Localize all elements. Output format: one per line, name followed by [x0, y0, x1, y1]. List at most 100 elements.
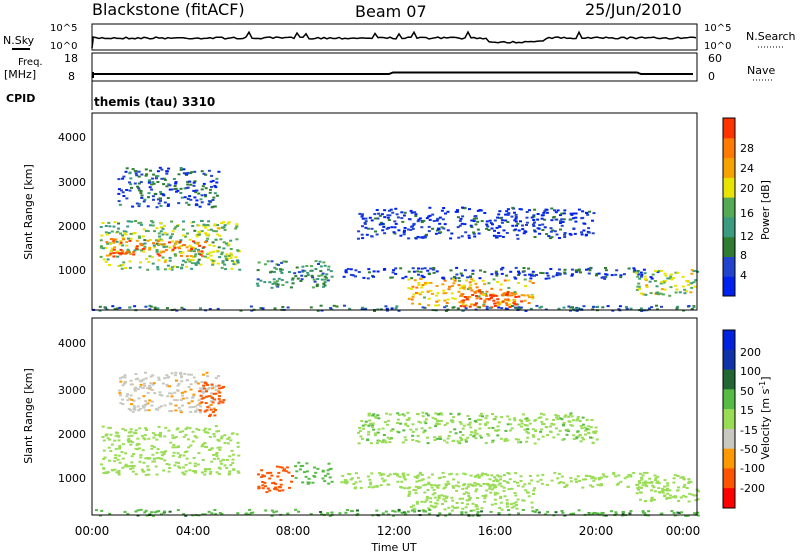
- vel-cell-r5: [589, 484, 593, 487]
- vel-cell-r7: [383, 439, 387, 442]
- vel-cell-r6: [431, 493, 435, 496]
- vel-cell-r6: [479, 484, 483, 487]
- vel-cell-r9: [670, 510, 674, 513]
- power-cell-r9: [618, 305, 622, 308]
- power-cell-r6: [489, 297, 493, 299]
- vel-cell-r7: [417, 420, 421, 423]
- power-cell-r0: [180, 266, 184, 269]
- vel-cell-r1: [192, 376, 196, 379]
- power-cell-r3: [276, 263, 280, 266]
- power-cell-r5: [464, 304, 468, 307]
- power-cell-r7: [511, 206, 515, 209]
- power-cell-r7: [533, 221, 536, 224]
- vel-cell-r7: [473, 431, 477, 434]
- vel-cell-r6: [455, 489, 459, 492]
- vel-cell-r8: [688, 480, 692, 483]
- vel-cell-r0: [124, 429, 127, 432]
- power-cell-r7: [357, 230, 361, 233]
- power-cell-r7: [504, 213, 508, 216]
- vel-cell-r0: [160, 457, 164, 460]
- vel-cell-r7: [425, 412, 429, 415]
- vel-cell-r0: [171, 446, 175, 449]
- vel-cell-r3: [260, 469, 264, 472]
- vel-cell-r7: [484, 417, 488, 420]
- vel-cell-r7: [576, 415, 580, 418]
- power-cell-r1: [172, 245, 176, 248]
- vel-cell-r1: [205, 371, 209, 374]
- power-cell-r0: [229, 248, 233, 250]
- vel-cell-r7: [468, 423, 471, 426]
- vel-cell-r5: [499, 475, 503, 478]
- power-cell-r3: [290, 278, 294, 281]
- power-cell-r7: [560, 218, 564, 221]
- vel-cell-r3: [278, 489, 281, 492]
- vel-cell-r8: [672, 481, 676, 484]
- vel-cell-r5: [413, 475, 417, 478]
- power-cell-r7: [361, 217, 365, 220]
- vel-cell-r7: [438, 435, 442, 438]
- vel-cell-r7: [464, 438, 468, 441]
- vel-cell-r0: [162, 453, 166, 456]
- power-cell-r1: [112, 255, 116, 258]
- vel-cell-r5: [403, 487, 407, 490]
- power-cell-r2: [136, 185, 140, 188]
- power-cell-r4: [449, 269, 453, 272]
- noise-series-line: [91, 30, 697, 49]
- vel-cell-r6: [447, 482, 451, 485]
- power-cell-r0: [151, 224, 155, 227]
- power-cell-r2: [142, 200, 146, 203]
- power-cell-r0: [182, 220, 185, 223]
- vel-cell-r5: [355, 472, 358, 475]
- vel-cell-r5: [388, 473, 392, 476]
- power-cell-r8: [693, 270, 697, 273]
- power-cell-r3: [301, 265, 305, 268]
- vel-cell-r4: [303, 471, 306, 474]
- power-cell-r7: [418, 236, 422, 239]
- power-cell-r7: [519, 220, 522, 223]
- power-cell-r7: [370, 235, 374, 238]
- power-cell-r1: [190, 248, 194, 251]
- power-cell-r1: [109, 252, 113, 255]
- vel-cell-r5: [416, 475, 420, 478]
- power-cell-r9: [175, 309, 179, 312]
- vel-cell-r5: [591, 485, 595, 488]
- vel-cell-r0: [201, 443, 205, 446]
- power-cell-r5: [407, 297, 411, 300]
- power-cell-r7: [485, 220, 489, 223]
- vel-cell-r7: [381, 427, 385, 430]
- power-cell-r4: [597, 272, 601, 275]
- power-cell-r5: [413, 279, 417, 282]
- power-cell-r7: [559, 222, 562, 224]
- vel-cell-r6: [440, 494, 444, 497]
- vel-cell-r0: [205, 446, 208, 448]
- vel-cell-r0: [215, 451, 219, 454]
- power-cell-r2: [188, 180, 192, 183]
- power-cell-r0: [181, 263, 184, 266]
- vel-cell-r4: [330, 480, 334, 483]
- power-cell-r8: [661, 293, 665, 296]
- vel-ytick-1000: 1000: [58, 472, 86, 485]
- power-cell-r0: [188, 238, 192, 241]
- vel-cell-r6: [433, 492, 437, 495]
- vel-cell-r7: [533, 442, 537, 445]
- power-cell-r9: [660, 305, 663, 308]
- power-cell-r1: [187, 249, 191, 252]
- vel-cell-r9: [248, 508, 252, 511]
- power-cell-r9: [111, 305, 115, 308]
- power-cell-r0: [194, 253, 198, 256]
- power-cell-r9: [524, 309, 528, 312]
- power-cell-r1: [121, 250, 125, 253]
- vel-cell-r7: [380, 441, 384, 444]
- vel-cell-r6: [429, 497, 433, 500]
- vel-cell-r0: [130, 455, 134, 458]
- power-cell-r3: [322, 282, 326, 285]
- vel-cell-r7: [540, 428, 544, 431]
- vel-cell-r2: [202, 387, 206, 390]
- vel-cell-r1: [149, 375, 153, 378]
- power-cell-r4: [615, 269, 619, 272]
- vel-cell-r6: [430, 484, 433, 487]
- power-cell-r9: [571, 306, 574, 309]
- vel-cell-r7: [496, 425, 500, 428]
- power-cell-r4: [442, 277, 446, 280]
- vel-cell-r7: [403, 436, 407, 439]
